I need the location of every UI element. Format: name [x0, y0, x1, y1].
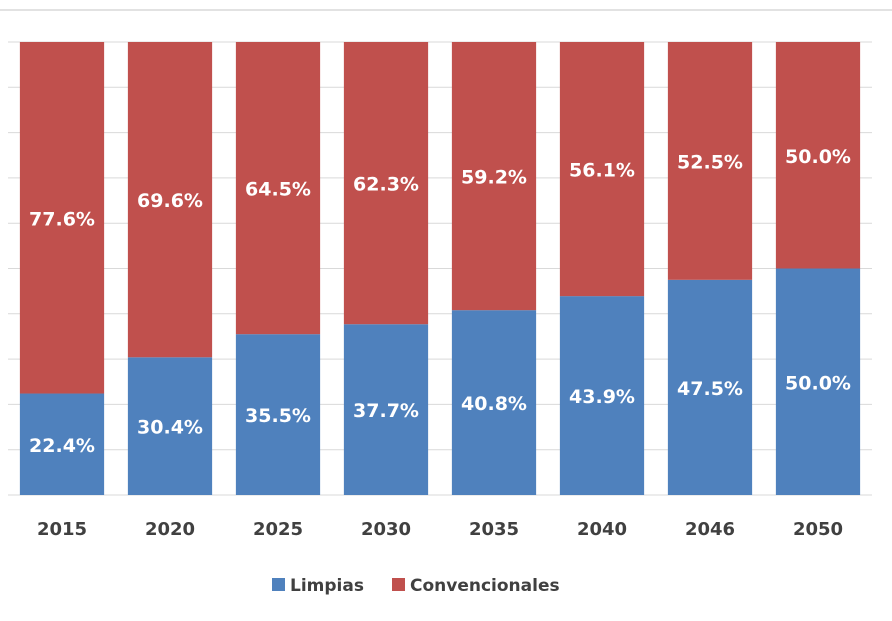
- bar-segment: [775, 42, 861, 269]
- data-label: 50.0%: [785, 146, 851, 168]
- legend-swatch: [392, 578, 405, 591]
- bar-segment: [343, 42, 429, 325]
- x-tick-label: 2040: [577, 519, 627, 540]
- bar-segment: [235, 42, 321, 335]
- data-label: 64.5%: [245, 179, 311, 201]
- legend-label: Convencionales: [410, 576, 560, 596]
- data-label: 47.5%: [677, 378, 743, 400]
- data-label: 62.3%: [353, 174, 419, 196]
- bar-segment: [667, 279, 753, 495]
- bar-segment: [775, 268, 861, 495]
- x-tick-label: 2025: [253, 519, 303, 540]
- data-label: 56.1%: [569, 160, 635, 182]
- bar-segment: [127, 357, 213, 495]
- bar-segment: [667, 42, 753, 280]
- x-tick-label: 2050: [793, 519, 843, 540]
- x-tick-label: 2020: [145, 519, 195, 540]
- data-label: 50.0%: [785, 372, 851, 394]
- x-tick-label: 2046: [685, 519, 735, 540]
- x-tick-label: 2030: [361, 519, 411, 540]
- data-label: 40.8%: [461, 393, 527, 415]
- data-label: 43.9%: [569, 386, 635, 408]
- bar-segment: [19, 42, 105, 394]
- bar-segment: [559, 296, 645, 495]
- data-label: 22.4%: [29, 435, 95, 457]
- bar-segment: [127, 42, 213, 358]
- bar-segment: [559, 42, 645, 297]
- data-label: 37.7%: [353, 400, 419, 422]
- legend-label: Limpias: [290, 576, 364, 596]
- data-label: 59.2%: [461, 167, 527, 189]
- x-tick-label: 2015: [37, 519, 87, 540]
- data-label: 52.5%: [677, 151, 743, 173]
- bar-segment: [19, 393, 105, 495]
- data-label: 77.6%: [29, 208, 95, 230]
- data-label: 35.5%: [245, 405, 311, 427]
- legend-swatch: [272, 578, 285, 591]
- bar-segment: [451, 42, 537, 311]
- bar-segment: [451, 310, 537, 495]
- bar-segment: [235, 334, 321, 495]
- x-tick-label: 2035: [469, 519, 519, 540]
- data-label: 69.6%: [137, 190, 203, 212]
- data-label: 30.4%: [137, 417, 203, 439]
- bar-segment: [343, 324, 429, 495]
